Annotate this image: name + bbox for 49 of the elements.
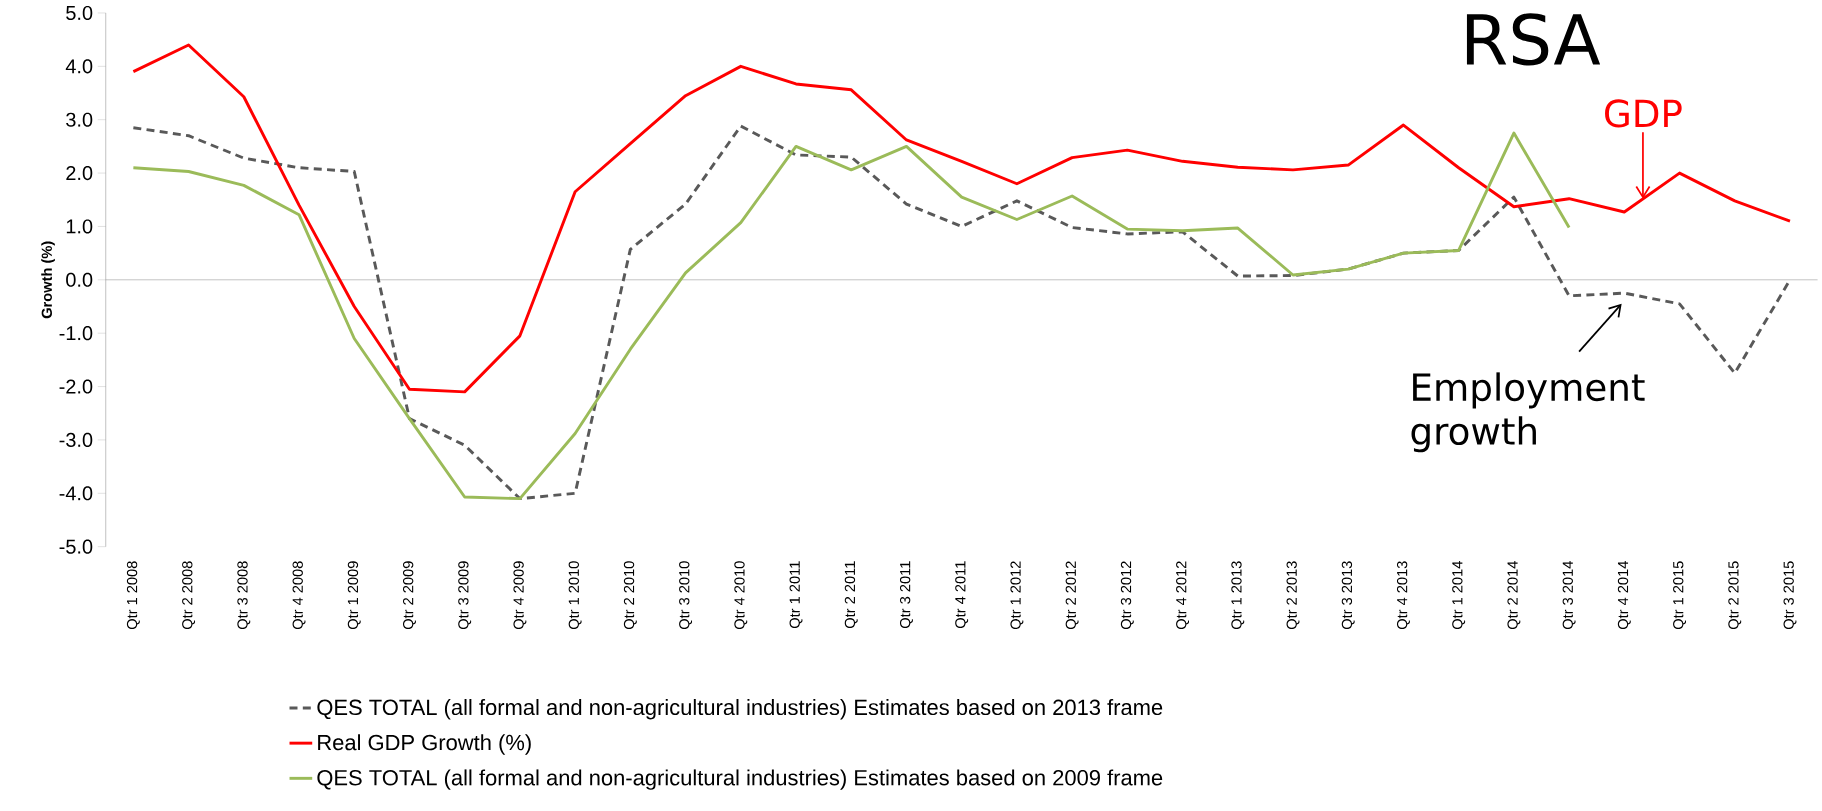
- x-tick-label: Qtr 2 2011: [844, 561, 858, 629]
- x-tick-label: Qtr 2 2015: [1728, 561, 1742, 630]
- chart-title: RSA: [1466, 13, 1601, 66]
- y-tick-label: -5.0: [59, 539, 93, 554]
- y-tick-label: 4.0: [65, 59, 93, 74]
- x-tick-label: Qtr 1 2008: [126, 561, 140, 630]
- x-tick-label: Qtr 1 2011: [789, 561, 803, 629]
- annotation: GDP: [1605, 99, 1682, 128]
- x-tick-label: Qtr 4 2011: [955, 561, 969, 629]
- legend-label: Real GDP Growth (%): [318, 734, 531, 755]
- x-tick-label: Qtr 3 2010: [679, 561, 693, 630]
- x-tick-label: Qtr 2 2013: [1286, 561, 1300, 630]
- y-tick-label: -4.0: [59, 486, 93, 501]
- legend-label: QES TOTAL (all formal and non-agricultural industries) Estimates based on 2009 frame: [317, 769, 1163, 790]
- x-tick-label: Qtr 1 2014: [1452, 561, 1466, 630]
- x-tick-label: Qtr 2 2009: [402, 561, 416, 630]
- x-tick-label: Qtr 4 2008: [292, 561, 306, 630]
- y-tick-label: 5.0: [66, 5, 93, 21]
- x-tick-label: Qtr 4 2010: [734, 561, 748, 630]
- y-tick-label: 1.0: [66, 219, 93, 234]
- x-tick-label: Qtr 3 2015: [1783, 561, 1797, 630]
- legend-label: QES TOTAL (all formal and non-agricultural industries) Estimates based on 2013 frame: [317, 699, 1163, 720]
- x-tick-label: Qtr 3 2011: [899, 561, 913, 629]
- x-tick-label: Qtr 3 2013: [1341, 561, 1355, 630]
- y-tick-label: -3.0: [59, 432, 93, 447]
- x-tick-label: Qtr 1 2015: [1673, 561, 1687, 630]
- x-tick-label: Qtr 2 2008: [182, 561, 196, 630]
- x-tick-label: Qtr 3 2012: [1120, 561, 1134, 630]
- y-tick-label: 0.0: [66, 272, 93, 287]
- x-tick-label: Qtr 2 2012: [1065, 561, 1079, 630]
- annotation: Employment growth: [1411, 372, 1645, 453]
- x-tick-label: Qtr 2 2010: [623, 561, 637, 630]
- x-tick-label: Qtr 3 2014: [1562, 561, 1576, 630]
- x-tick-label: Qtr 3 2009: [458, 561, 472, 630]
- x-tick-label: Qtr 1 2013: [1231, 561, 1245, 630]
- y-tick-label: 2.0: [66, 166, 93, 181]
- y-tick-label: -1.0: [59, 326, 93, 341]
- x-tick-label: Qtr 2 2014: [1507, 561, 1521, 630]
- x-tick-label: Qtr 3 2008: [237, 561, 251, 630]
- x-tick-label: Qtr 4 2009: [513, 561, 527, 630]
- x-tick-label: Qtr 1 2010: [568, 561, 582, 630]
- y-tick-label: -2.0: [59, 379, 93, 394]
- x-tick-label: Qtr 4 2013: [1396, 561, 1410, 630]
- x-tick-label: Qtr 1 2009: [347, 561, 361, 630]
- x-tick-label: Qtr 4 2014: [1617, 561, 1631, 630]
- y-tick-label: 3.0: [66, 112, 93, 127]
- x-tick-label: Qtr 4 2012: [1176, 561, 1190, 630]
- y-axis-title: Growth (%): [41, 241, 55, 319]
- x-tick-label: Qtr 1 2012: [1010, 561, 1024, 630]
